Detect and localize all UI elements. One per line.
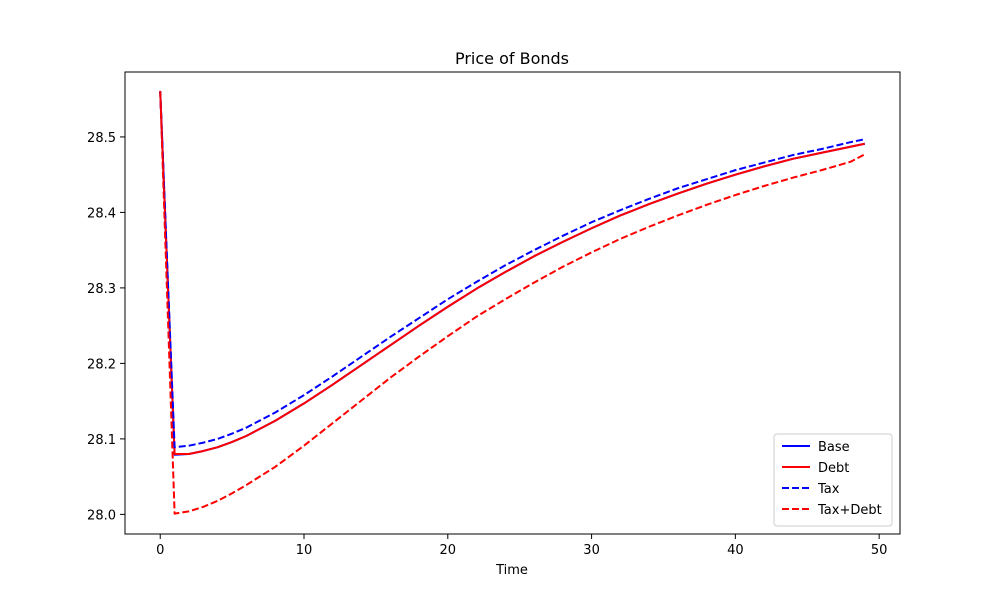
x-tick-label: 30 — [583, 543, 600, 558]
x-tick-label: 20 — [440, 543, 457, 558]
x-axis-label: Time — [495, 563, 528, 578]
x-tick-label: 50 — [871, 543, 888, 558]
y-tick-label: 28.4 — [87, 206, 116, 221]
series-lines — [159, 90, 866, 515]
axes: 0 10 20 30 40 50 28.0 28.1 28.2 28.3 28.4 28.5 — [87, 71, 901, 558]
x-tick-label: 10 — [296, 543, 313, 558]
series-line-debt — [159, 90, 865, 455]
chart-title: Price of Bonds — [455, 49, 569, 68]
y-tick-label: 28.0 — [87, 508, 116, 523]
series-line-tax-debt — [159, 91, 866, 515]
legend-label: Base — [818, 440, 850, 455]
plot-area — [159, 90, 866, 515]
legend: Base Debt Tax Tax+Debt — [773, 433, 893, 527]
legend-label: Debt — [818, 461, 849, 476]
axes-frame — [124, 71, 901, 535]
x-tick-label: 0 — [156, 543, 164, 558]
legend-box — [773, 433, 893, 527]
legend-label: Tax — [817, 482, 840, 497]
y-tick-label: 28.2 — [87, 357, 116, 372]
legend-label: Tax+Debt — [817, 503, 882, 518]
y-tick-label: 28.5 — [87, 131, 116, 146]
x-tick-label: 40 — [727, 543, 744, 558]
y-tick-label: 28.1 — [87, 433, 116, 448]
series-line-tax — [159, 91, 865, 449]
y-tick-label: 28.3 — [87, 282, 116, 297]
